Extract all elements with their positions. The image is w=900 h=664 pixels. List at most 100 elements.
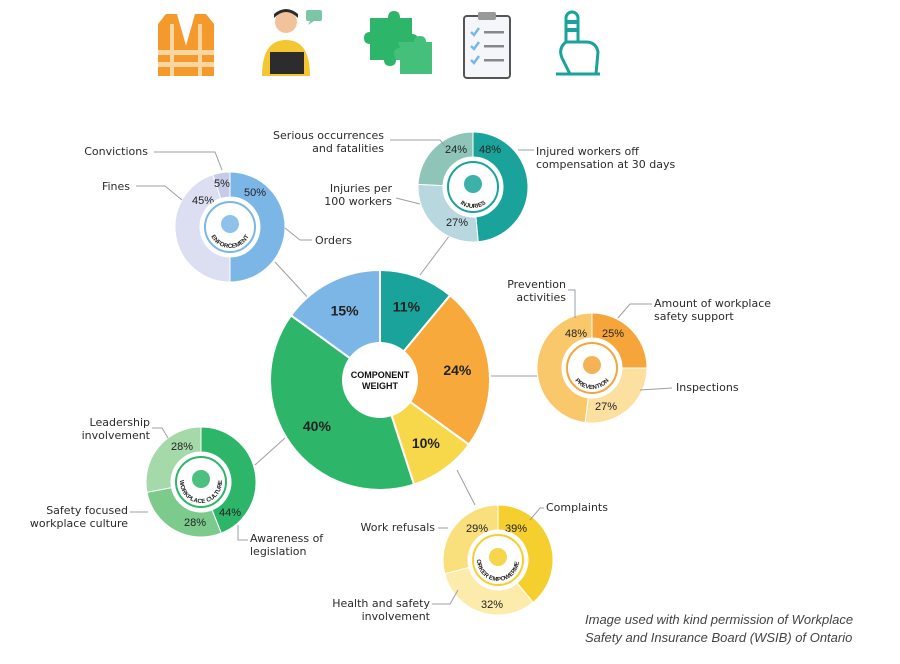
inner-ring-outline-injuries	[447, 161, 499, 213]
inner-ring-outline-worker-empowerment	[472, 534, 524, 586]
callout-text-injured-workers-off-compensation-1: Injured workers off	[536, 145, 639, 158]
puzzle-icon	[364, 11, 432, 74]
connector-line-worker-empowerment	[456, 469, 476, 506]
leader-prevention-activities	[568, 289, 576, 318]
leader-leadership-involvement	[152, 427, 169, 439]
leader-complaints	[529, 507, 544, 521]
callout-complaints: Complaints	[529, 501, 608, 521]
image-credit: Image used with kind permission of Workp…	[585, 611, 895, 647]
pie-icon-injuries	[464, 175, 482, 193]
center-title-line-2: WEIGHT	[362, 381, 398, 391]
data-label-worker-empowerment-3: 29%	[466, 523, 488, 535]
callout-text-injured-workers-off-compensation-2: compensation at 30 days	[536, 158, 676, 171]
safety-vest-icon	[158, 13, 214, 76]
pie-workplace-culture: 44%28%28%WORKPLACE CULTURE	[145, 426, 257, 538]
data-label-prevention-3: 48%	[565, 328, 587, 340]
inner-ring-outline-workplace-culture	[175, 456, 227, 508]
callout-text-orders-1: Orders	[315, 234, 352, 247]
callout-text-convictions-1: Convictions	[84, 145, 148, 158]
pie-enforcement: 50%45%5%ENFORCEMENT	[174, 171, 286, 283]
callout-text-leadership-involvement-1: Leadership	[90, 416, 150, 429]
data-label-component-weight-5: 15%	[331, 303, 360, 319]
callout-text-leadership-involvement-2: involvement	[82, 429, 151, 442]
callout-text-prevention-activities-2: activities	[516, 291, 566, 304]
callout-convictions: Convictions	[84, 145, 223, 171]
callout-text-awareness-of-legislation-1: Awareness of	[250, 532, 324, 545]
data-label-injuries-3: 24%	[445, 144, 467, 156]
leader-workplace-safety-support	[617, 303, 652, 319]
connector-line-workplace-culture	[254, 437, 286, 466]
leader-injuries-per-100-workers	[395, 197, 421, 205]
injured-finger-icon	[556, 10, 600, 76]
callout-text-workplace-safety-support-2: safety support	[654, 310, 734, 323]
pie-icon-prevention	[583, 356, 601, 374]
data-label-injuries-2: 27%	[446, 217, 468, 229]
callout-text-safety-focused-workplace-culture-2: workplace culture	[30, 517, 128, 530]
pie-icon-workplace-culture	[192, 470, 210, 488]
callout-text-serious-occurrences-2: and fatalities	[312, 142, 384, 155]
connector-lines	[254, 234, 537, 506]
data-label-workplace-culture-1: 44%	[219, 507, 241, 519]
callout-work-refusals: Work refusals	[360, 521, 448, 534]
header-icons	[158, 9, 600, 79]
callout-text-injuries-per-100-workers-2: 100 workers	[324, 195, 392, 208]
pie-injuries: 48% 27% 24% INJURIES	[417, 131, 529, 243]
data-label-enforcement-2: 45%	[192, 195, 214, 207]
center-title-line-1: COMPONENT	[351, 370, 410, 380]
worker-laptop-icon	[262, 9, 322, 76]
credit-line-1: Image used with kind permission of Workp…	[585, 612, 854, 627]
data-label-worker-empowerment-2: 32%	[481, 599, 503, 611]
callout-text-work-refusals-1: Work refusals	[360, 521, 435, 534]
data-label-enforcement-3: 5%	[214, 178, 230, 190]
leader-health-and-safety-involvement	[432, 589, 459, 605]
connector-line-injuries	[419, 234, 451, 276]
callout-text-inspections-1: Inspections	[676, 381, 739, 394]
callout-text-serious-occurrences-1: Serious occurrences	[273, 129, 384, 142]
data-label-prevention-1: 25%	[602, 328, 624, 340]
pie-title-injuries: INJURIES	[459, 200, 487, 210]
callout-text-workplace-safety-support-1: Amount of workplace	[654, 297, 771, 310]
leader-awareness-of-legislation	[237, 525, 248, 541]
clipboard-checklist-icon	[463, 12, 511, 79]
callout-text-awareness-of-legislation-2: legislation	[250, 545, 306, 558]
data-label-component-weight-1: 11%	[393, 299, 421, 315]
callout-text-health-and-safety-involvement-2: involvement	[362, 610, 431, 623]
leader-serious-occurrences	[390, 139, 449, 151]
inner-ring-outline-enforcement	[204, 201, 256, 253]
pie-prevention: 25%27%48%PREVENTION	[536, 312, 648, 424]
pie-icon-worker-empowerment	[489, 548, 507, 566]
data-label-component-weight-3: 10%	[412, 435, 441, 451]
data-label-component-weight-2: 24%	[443, 362, 472, 378]
leader-inspections	[639, 387, 673, 391]
callout-text-complaints-1: Complaints	[546, 501, 608, 514]
callout-orders: Orders	[284, 227, 352, 247]
leader-fines	[136, 185, 183, 201]
data-label-component-weight-4: 40%	[303, 418, 332, 434]
data-label-workplace-culture-3: 28%	[171, 441, 193, 453]
center-disc	[342, 342, 418, 418]
callout-text-fines-1: Fines	[102, 180, 130, 193]
inner-ring-outline-prevention	[566, 342, 618, 394]
data-label-injuries-1: 48%	[479, 144, 501, 156]
callout-inspections: Inspections	[639, 381, 739, 394]
leader-orders	[284, 227, 312, 241]
callout-text-prevention-activities-1: Prevention	[507, 278, 566, 291]
callout-fines: Fines	[102, 180, 183, 201]
data-label-workplace-culture-2: 28%	[184, 517, 206, 529]
pie-icon-enforcement	[221, 215, 239, 233]
callout-text-health-and-safety-involvement-1: Health and safety	[332, 597, 430, 610]
data-label-enforcement-1: 50%	[244, 187, 266, 199]
data-label-prevention-2: 27%	[595, 401, 617, 413]
